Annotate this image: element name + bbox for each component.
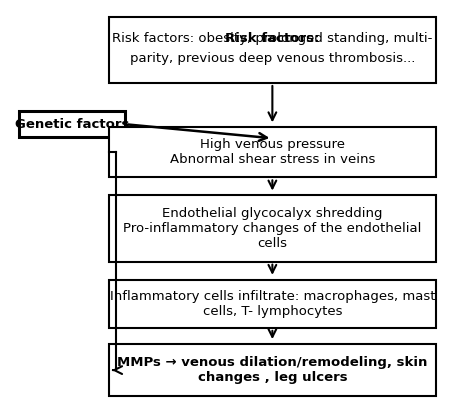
Text: MMPs → venous dilation/remodeling, skin
changes , leg ulcers: MMPs → venous dilation/remodeling, skin … <box>117 356 428 384</box>
Text: Endothelial glycocalyx shredding
Pro-inflammatory changes of the endothelial
cel: Endothelial glycocalyx shredding Pro-inf… <box>123 207 421 250</box>
Text: Inflammatory cells infiltrate: macrophages, mast
cells, T- lymphocytes: Inflammatory cells infiltrate: macrophag… <box>109 290 435 318</box>
FancyBboxPatch shape <box>109 17 436 83</box>
Text: Risk factors: obesity, prolonged standing, multi-: Risk factors: obesity, prolonged standin… <box>112 32 433 45</box>
FancyBboxPatch shape <box>109 127 436 177</box>
FancyBboxPatch shape <box>18 111 125 137</box>
FancyBboxPatch shape <box>109 280 436 328</box>
Text: High venous pressure
Abnormal shear stress in veins: High venous pressure Abnormal shear stre… <box>170 138 375 166</box>
Text: Risk factors:: Risk factors: <box>225 32 319 45</box>
Text: parity, previous deep venous thrombosis...: parity, previous deep venous thrombosis.… <box>130 52 415 65</box>
FancyBboxPatch shape <box>109 344 436 396</box>
Text: Genetic factors: Genetic factors <box>15 118 129 131</box>
FancyBboxPatch shape <box>109 195 436 262</box>
